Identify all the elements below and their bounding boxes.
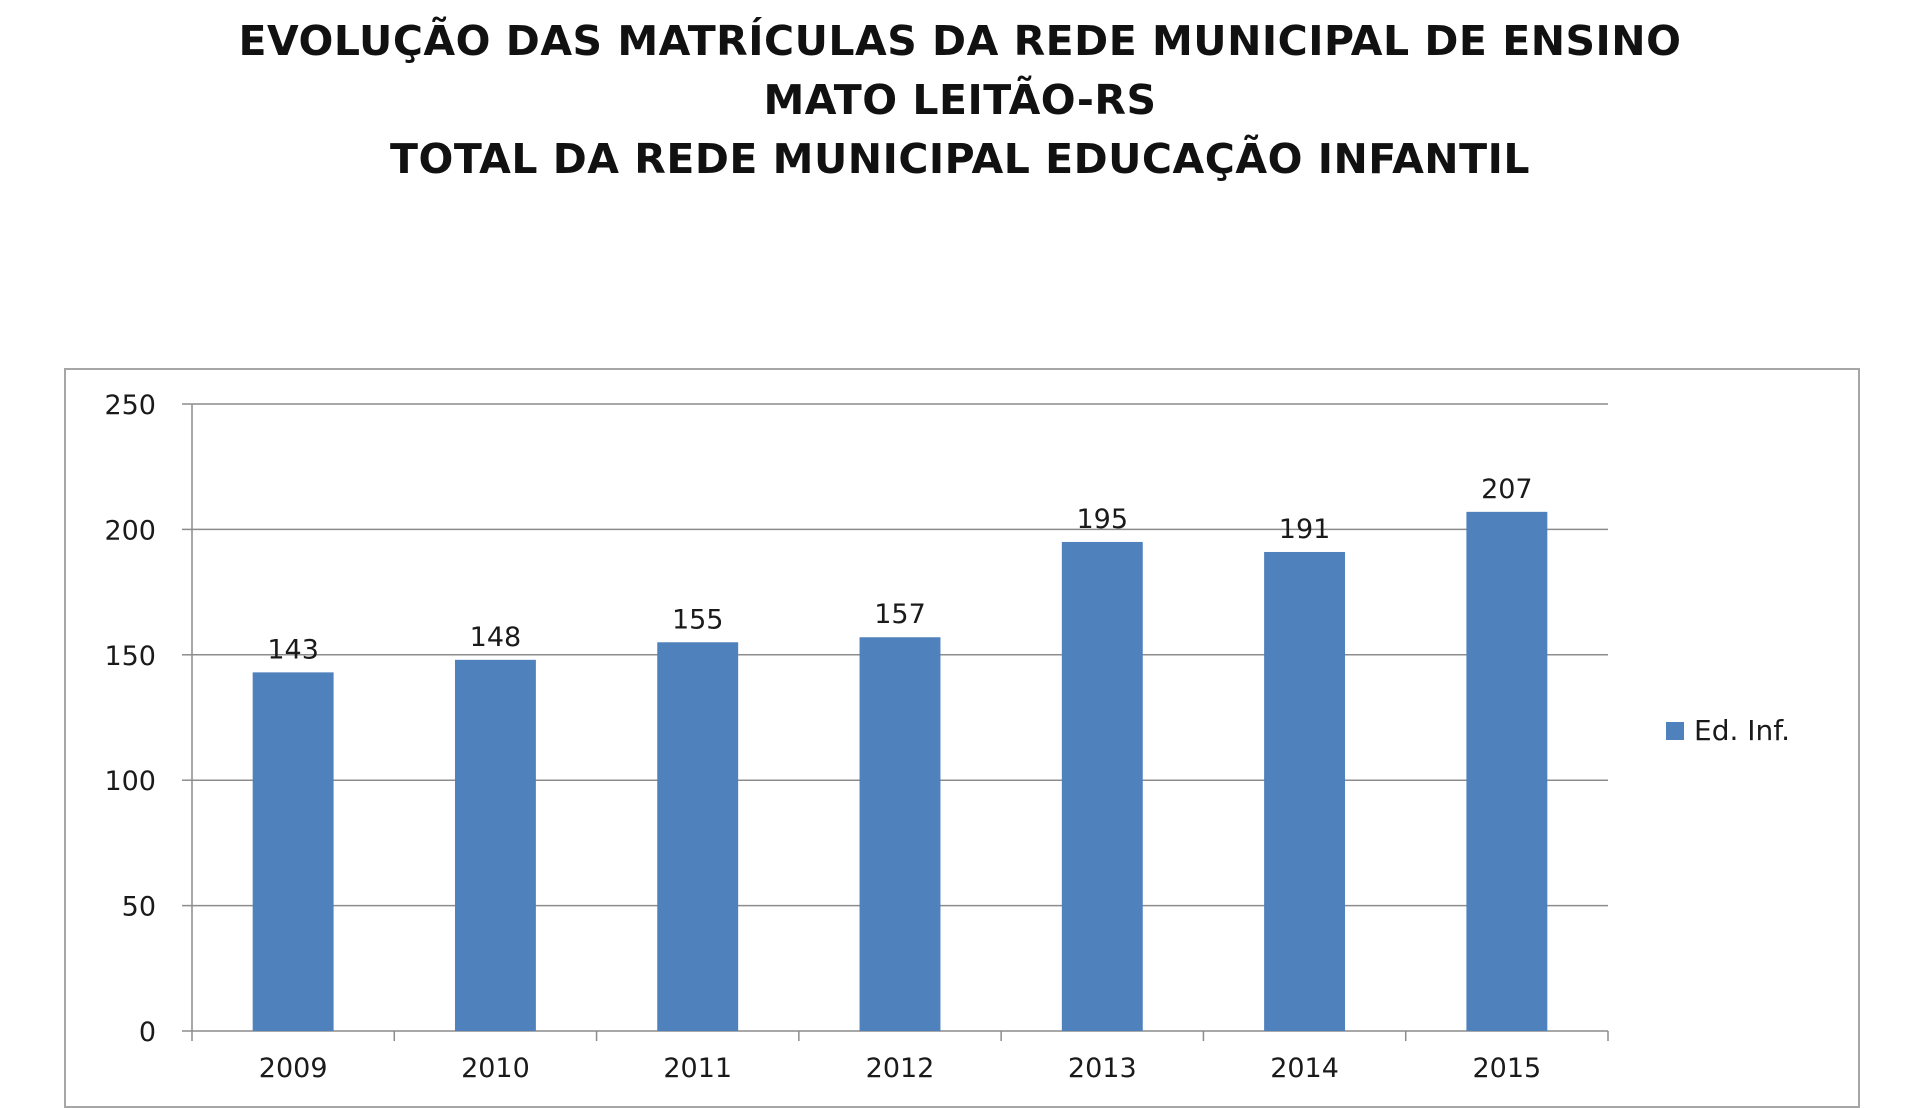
data-label-2010: 148 [470, 622, 522, 653]
y-tick-label: 150 [104, 641, 156, 672]
labels: 0 50 100 150 200 250 143 2009 148 2010 155 2011 157 2… [104, 390, 1541, 1080]
x-tick-label-2011: 2011 [663, 1053, 732, 1080]
y-tick-label: 250 [104, 390, 156, 421]
x-tick-label-2010: 2010 [461, 1053, 530, 1080]
title-line-2: MATO LEITÃO-RS [763, 76, 1157, 124]
data-label-2013: 195 [1077, 504, 1129, 535]
bar-2011 [657, 642, 739, 1031]
bar-chart: 0 50 100 150 200 250 143 2009 148 2010 155 2011 157 2… [104, 390, 1790, 1080]
chart-area [64, 368, 1860, 1108]
x-tick-label-2014: 2014 [1270, 1053, 1339, 1080]
x-tick-label-2009: 2009 [259, 1053, 328, 1080]
x-tick-label-2015: 2015 [1472, 1053, 1541, 1080]
data-label-2009: 143 [267, 634, 319, 665]
y-tick-label: 50 [122, 892, 156, 923]
bars [252, 511, 1548, 1031]
data-label-2011: 155 [672, 604, 724, 635]
y-tick-label: 100 [104, 766, 156, 797]
bar-2009 [252, 672, 334, 1031]
bar-2015 [1466, 511, 1548, 1031]
x-tick-label-2012: 2012 [866, 1053, 935, 1080]
bar-2013 [1061, 541, 1143, 1031]
y-tick-label: 200 [104, 515, 156, 546]
x-tick-label-2013: 2013 [1068, 1053, 1137, 1080]
data-label-2014: 191 [1279, 514, 1331, 545]
bar-2010 [454, 659, 536, 1031]
legend-label: Ed. Inf. [1694, 714, 1790, 747]
chart-title: EVOLUÇÃO DAS MATRÍCULAS DA REDE MUNICIPA… [0, 12, 1920, 189]
legend: Ed. Inf. [1666, 714, 1790, 747]
y-tick-label: 0 [139, 1017, 156, 1048]
legend-swatch [1666, 722, 1684, 740]
data-label-2012: 157 [874, 599, 926, 630]
title-line-1: EVOLUÇÃO DAS MATRÍCULAS DA REDE MUNICIPA… [238, 17, 1682, 65]
title-line-3: TOTAL DA REDE MUNICIPAL EDUCAÇÃO INFANTI… [390, 135, 1530, 183]
bar-2014 [1264, 551, 1346, 1031]
bar-2012 [859, 637, 941, 1031]
data-label-2015: 207 [1481, 474, 1533, 505]
